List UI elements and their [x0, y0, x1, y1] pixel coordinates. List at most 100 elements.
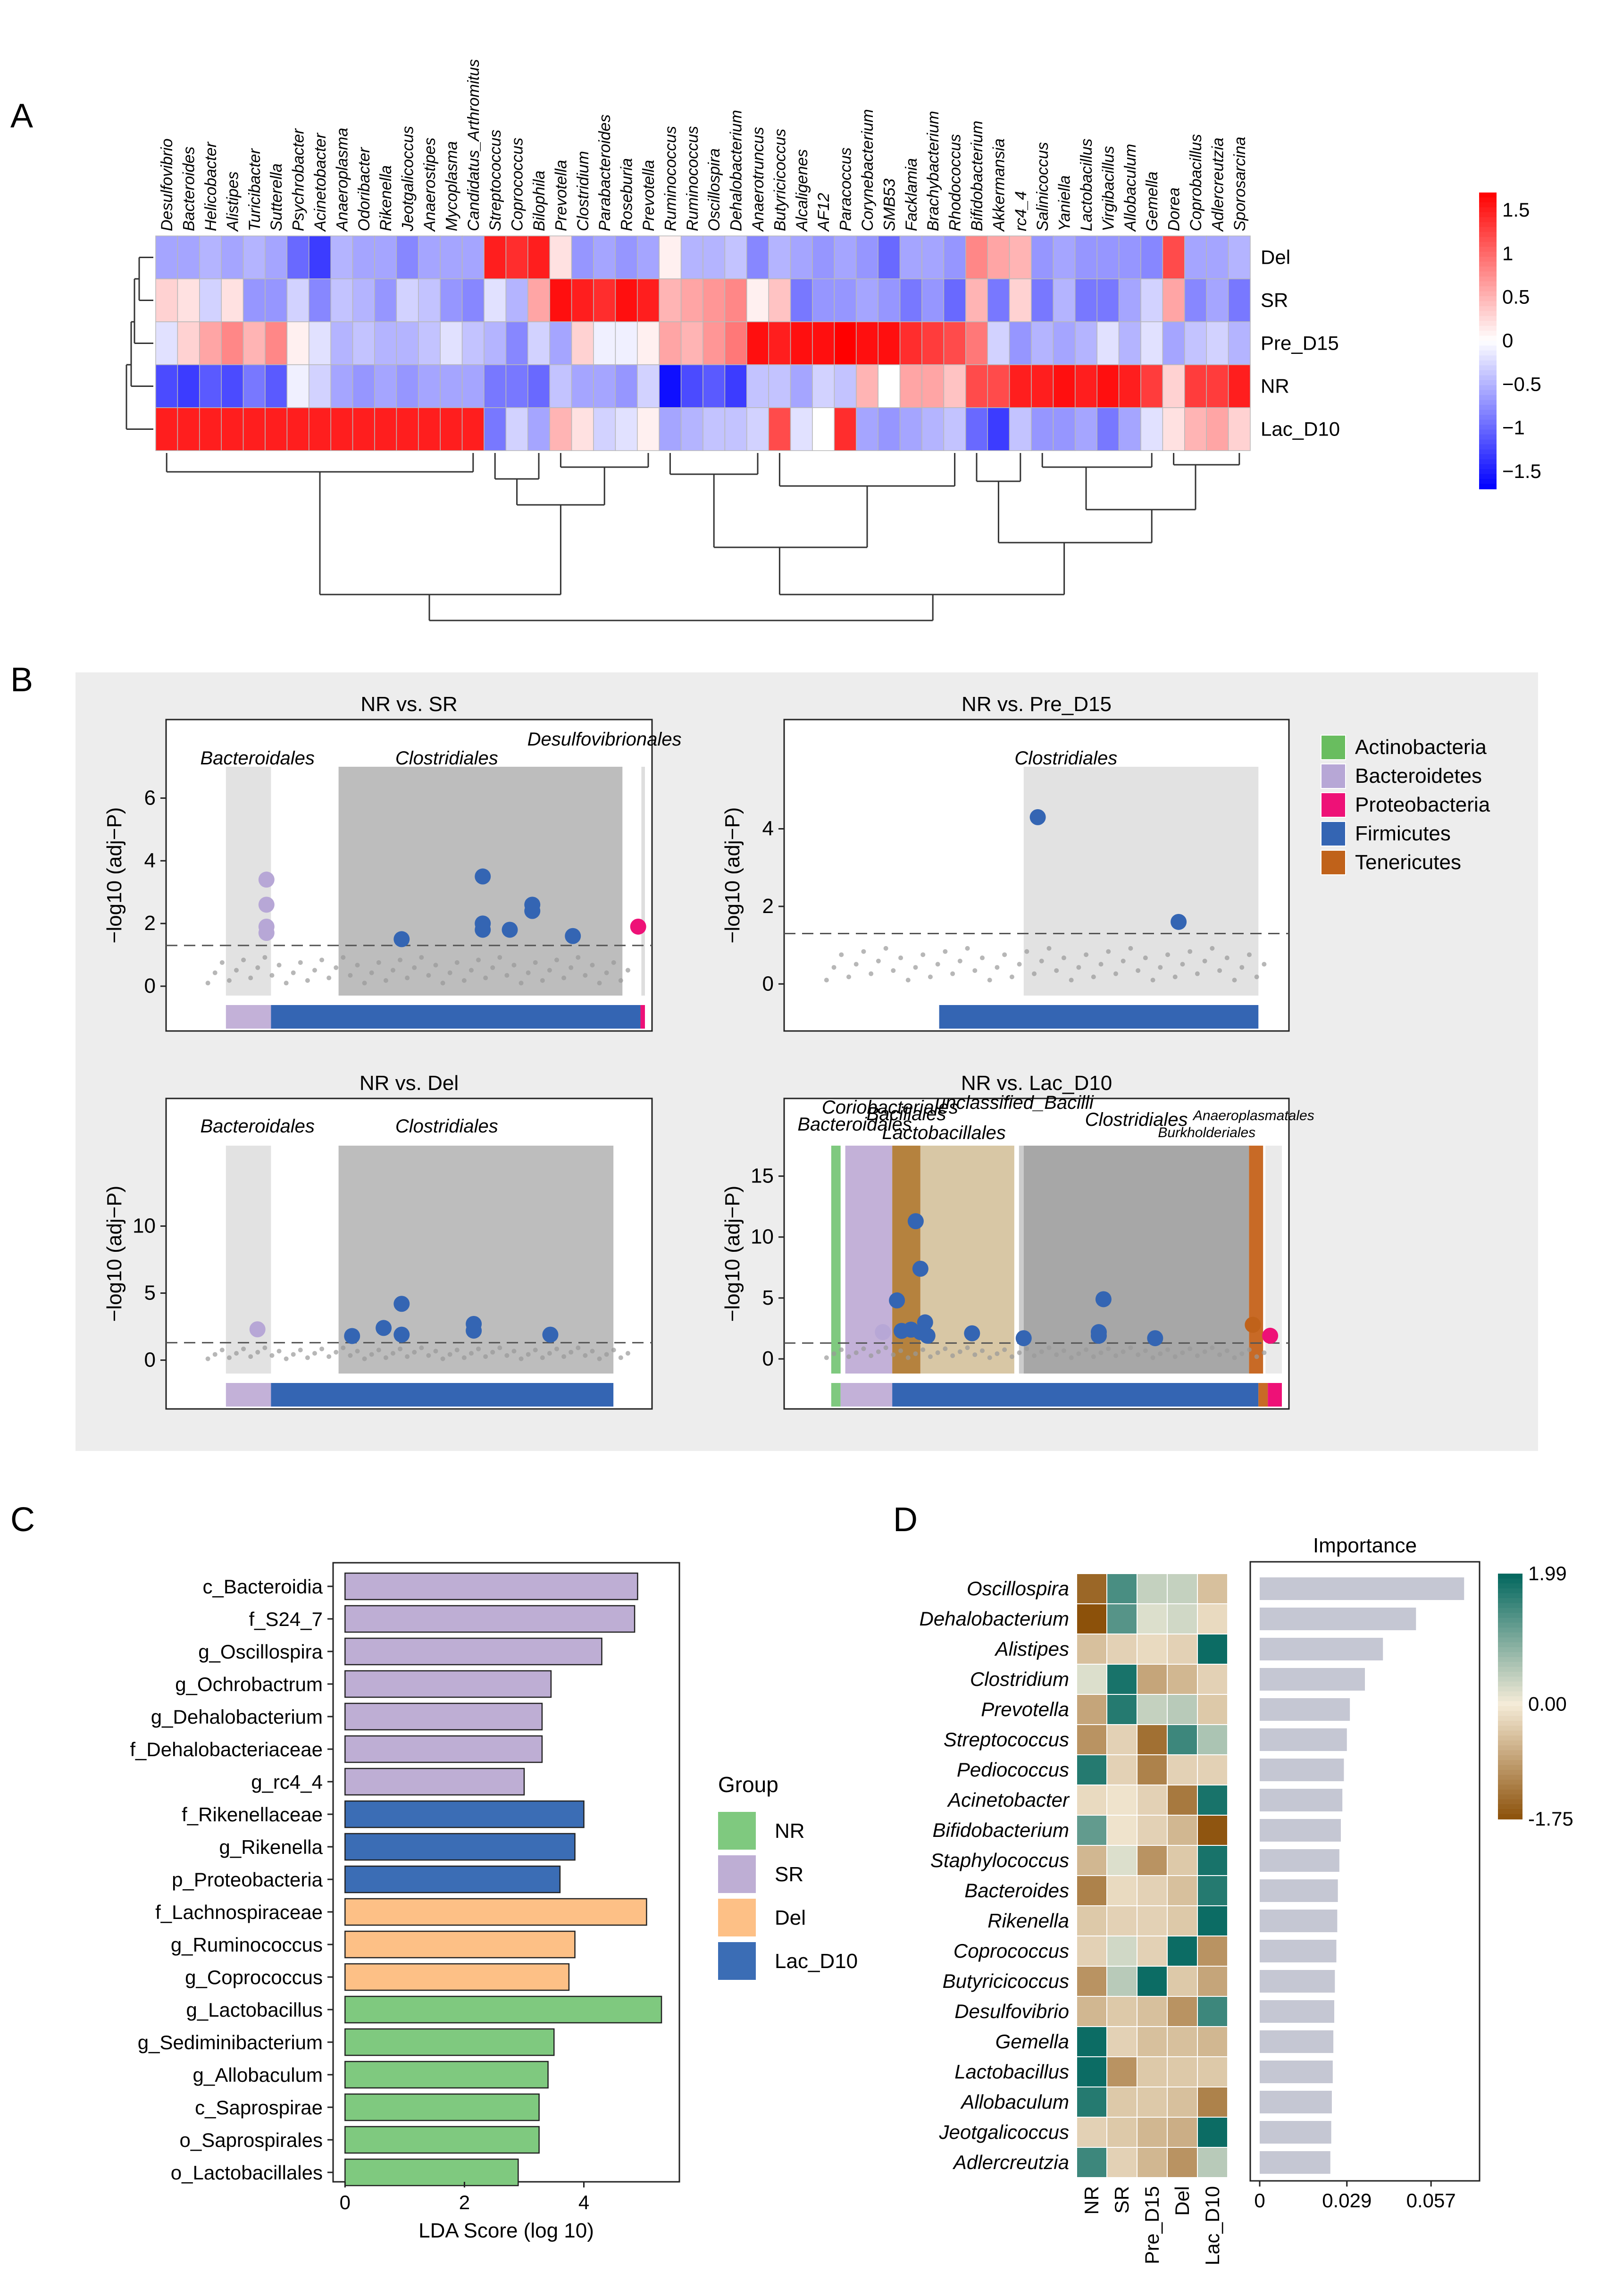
nonsignificant-point — [1069, 978, 1074, 983]
colorbar-d-segment — [1498, 1676, 1522, 1682]
colorbar-a-segment — [1479, 291, 1497, 297]
importance-bar — [1260, 1608, 1416, 1630]
significant-point — [475, 922, 491, 938]
colorbar-d-segment — [1498, 1726, 1522, 1731]
heatmap-a-cell — [724, 278, 747, 322]
volcano-plot-title: NR vs. SR — [360, 693, 457, 716]
heatmap-d-cell — [1137, 1966, 1168, 1997]
nonsignificant-point — [334, 965, 339, 970]
heatmap-a-cell — [899, 278, 922, 322]
nonsignificant-point — [468, 968, 474, 973]
legend-swatch — [1321, 821, 1346, 846]
colorbar-a-segment — [1479, 217, 1497, 223]
lda-category-label: g_Oscillospira — [198, 1641, 323, 1663]
colorbar-a-tick: −1 — [1502, 417, 1525, 439]
heatmap-a-cell — [177, 321, 200, 365]
heatmap-a-cell — [1184, 364, 1207, 408]
heatmap-a-cell — [746, 364, 769, 408]
heatmap-a-cell — [199, 278, 222, 322]
colorbar-a-segment — [1479, 449, 1497, 455]
lda-category-label: g_Coprococcus — [185, 1966, 323, 1988]
lda-bar — [344, 1735, 543, 1763]
colorbar-a-segment — [1479, 296, 1497, 302]
nonsignificant-point — [1172, 1354, 1178, 1359]
heatmap-a-cell — [484, 321, 507, 365]
colorbar-a-segment — [1479, 321, 1497, 327]
order-band — [338, 1146, 614, 1374]
heatmap-d-cell — [1106, 2117, 1138, 2148]
heatmap-a-cell — [659, 407, 682, 451]
heatmap-a-cell — [680, 364, 703, 408]
colorbar-a-segment — [1479, 197, 1497, 203]
heatmap-a-cell — [155, 364, 178, 408]
nonsignificant-point — [583, 973, 588, 978]
heatmap-a-cell — [724, 235, 747, 279]
nonsignificant-point — [1054, 968, 1059, 973]
heatmap-a-col-label: Acinetobacter — [311, 132, 329, 232]
legend-label: Del — [775, 1906, 806, 1929]
colorbar-a-segment — [1479, 331, 1497, 336]
heatmap-a-col-label: Rhodococcus — [946, 134, 964, 231]
heatmap-a-cell — [943, 407, 966, 451]
nonsignificant-point — [440, 980, 445, 986]
nonsignificant-point — [576, 1345, 581, 1350]
lda-bar — [344, 1898, 647, 1926]
heatmap-a-cell — [221, 278, 244, 322]
heatmap-a-col-label: Lactobacillus — [1078, 138, 1096, 231]
importance-title: Importance — [1313, 1534, 1417, 1557]
heatmap-a-cell — [987, 278, 1010, 322]
heatmap-a-cell — [177, 278, 200, 322]
heatmap-d-cell — [1076, 1724, 1107, 1755]
heatmap-a-cell — [265, 235, 288, 279]
heatmap-a-cell — [615, 364, 638, 408]
order-band — [226, 1146, 271, 1374]
phylum-bar — [271, 1383, 614, 1407]
heatmap-a-col-label: Anaerostipes — [421, 138, 439, 232]
heatmap-d-cell — [1167, 1664, 1198, 1695]
lda-bar — [344, 1833, 576, 1861]
nonsignificant-point — [935, 1350, 940, 1355]
nonsignificant-point — [419, 1345, 424, 1350]
colorbar-a-segment — [1479, 237, 1497, 243]
heatmap-d-cell — [1167, 1573, 1198, 1604]
y-tick-label: 15 — [751, 1165, 774, 1188]
heatmap-d-cell — [1197, 1785, 1228, 1816]
nonsignificant-point — [526, 1352, 531, 1357]
nonsignificant-point — [348, 1353, 353, 1358]
nonsignificant-point — [461, 1355, 467, 1360]
heatmap-d-cell — [1197, 1754, 1228, 1785]
colorbar-a-segment — [1479, 479, 1497, 485]
nonsignificant-point — [1217, 968, 1222, 973]
colorbar-a-segment — [1479, 232, 1497, 238]
heatmap-a-cell — [703, 235, 726, 279]
order-band — [1023, 767, 1259, 996]
heatmap-d-row-label: Desulfovibrio — [954, 2000, 1069, 2022]
heatmap-d-cell — [1076, 1785, 1107, 1816]
nonsignificant-point — [853, 962, 859, 967]
nonsignificant-point — [1002, 952, 1007, 957]
lda-category-label: g_Sediminibacterium — [138, 2031, 323, 2053]
nonsignificant-point — [1210, 1345, 1215, 1350]
heatmap-d-cell — [1137, 1603, 1168, 1634]
heatmap-a-cell — [309, 278, 331, 322]
heatmap-d-cell — [1076, 2026, 1107, 2057]
nonsignificant-point — [913, 1351, 918, 1356]
nonsignificant-point — [511, 963, 517, 968]
nonsignificant-point — [234, 968, 239, 973]
nonsignificant-point — [1224, 1348, 1230, 1353]
significant-point — [393, 931, 410, 947]
colorbar-d-segment — [1498, 1779, 1522, 1785]
nonsignificant-point — [957, 958, 962, 964]
heatmap-a-cell — [265, 364, 288, 408]
nonsignificant-point — [1128, 1345, 1133, 1350]
heatmap-a-col-label: Facklamia — [903, 158, 920, 231]
heatmap-d-cell — [1076, 1905, 1107, 1936]
nonsignificant-point — [476, 1346, 481, 1351]
heatmap-d-cell — [1076, 2056, 1107, 2087]
heatmap-d-cell — [1137, 1754, 1168, 1785]
order-label: Clostridiales — [395, 1116, 498, 1137]
heatmap-a-cell — [943, 364, 966, 408]
heatmap-a-row-label: Pre_D15 — [1261, 332, 1339, 354]
heatmap-a-cell — [1031, 321, 1054, 365]
heatmap-a-cell — [286, 364, 309, 408]
